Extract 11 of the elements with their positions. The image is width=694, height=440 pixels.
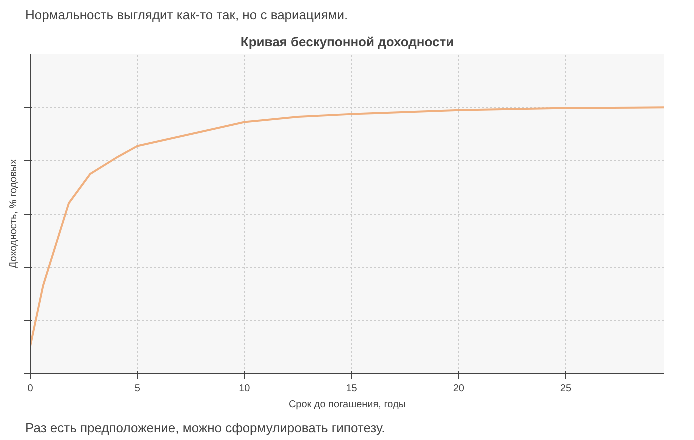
x-tick-label: 5 xyxy=(134,384,141,394)
x-tick-label: 10 xyxy=(239,384,251,394)
chart-title: Кривая бескупонной доходности xyxy=(240,34,454,50)
text: Нормальность выглядит как-то так, но с вариациями. xyxy=(26,8,348,22)
x-tick-label: 0 xyxy=(28,384,34,394)
y-axis-title: Доходность, % годовых xyxy=(8,159,20,269)
x-tick-label: 20 xyxy=(453,384,465,394)
text: Раз есть предположение, можно сформулировать гипотезу. xyxy=(26,420,386,436)
x-axis-title: Срок до погашения, годы xyxy=(288,400,406,410)
x-tick-label: 15 xyxy=(346,384,358,394)
x-tick-label: 25 xyxy=(560,384,572,394)
